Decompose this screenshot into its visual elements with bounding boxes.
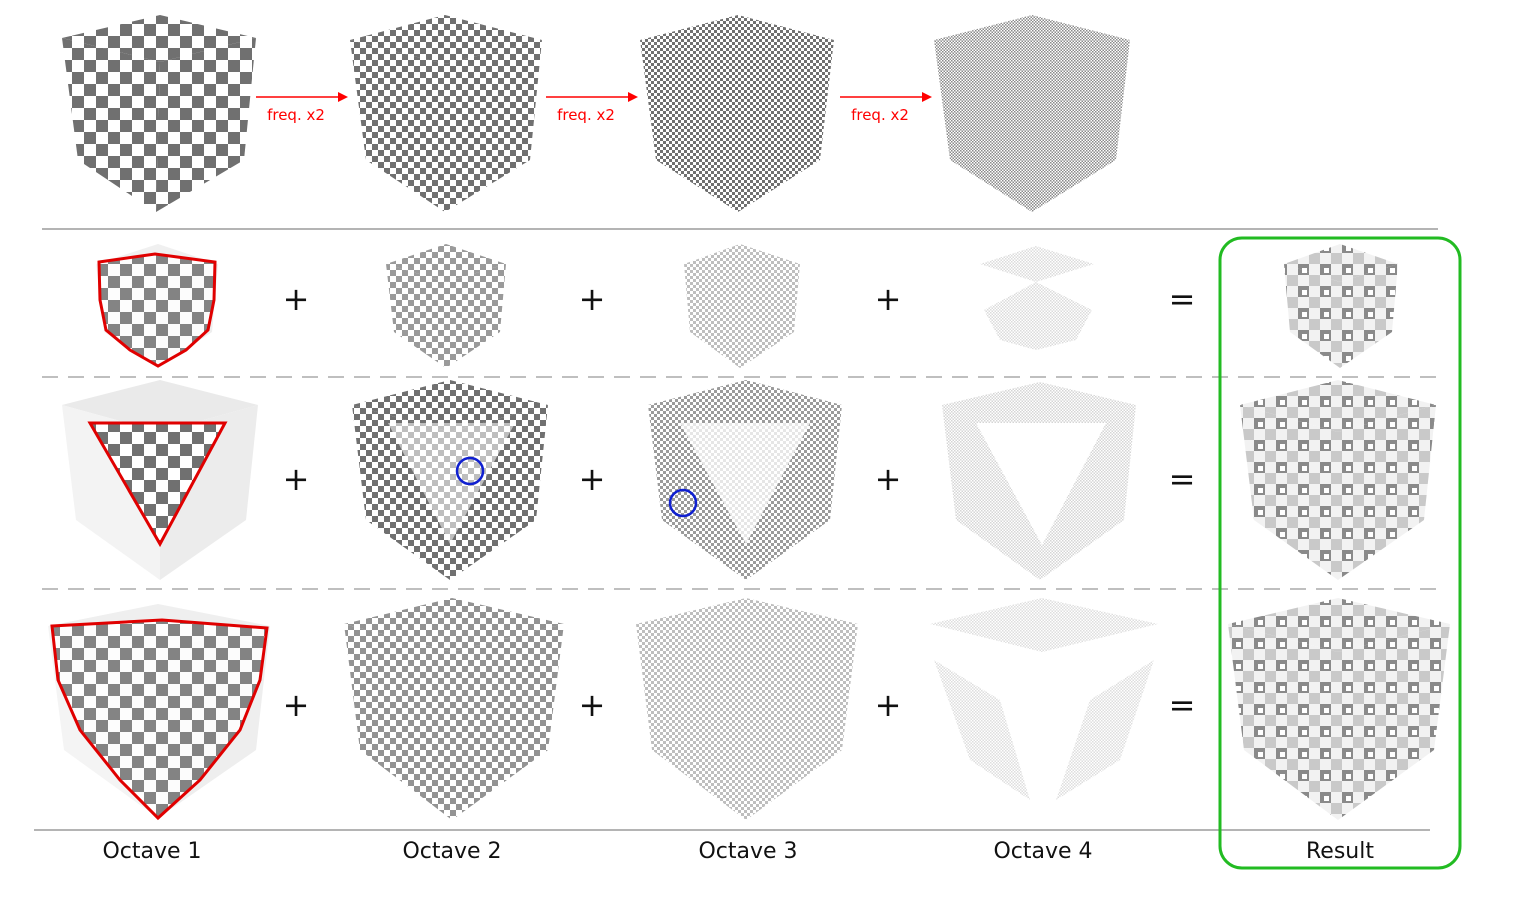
plus-operator: + (875, 686, 902, 724)
arrow-3: freq. x2 (840, 92, 932, 124)
arrow-label: freq. x2 (851, 106, 909, 124)
row3-octave2 (344, 598, 564, 820)
red-outline (50, 618, 269, 821)
plus-operator: + (579, 460, 606, 498)
plus-operator: + (579, 280, 606, 318)
cube-freq-4 (934, 15, 1130, 212)
red-outline (97, 252, 217, 368)
plus-operator: + (283, 686, 310, 724)
row2-octave2 (352, 380, 548, 580)
row2-octave3 (648, 380, 842, 580)
blue-circle-marker (455, 456, 485, 486)
row2-result (1240, 380, 1436, 580)
row3-result (1228, 598, 1450, 820)
label-octave-2: Octave 2 (402, 839, 501, 864)
row1-result (1284, 244, 1398, 368)
result-highlight-box (1218, 236, 1462, 870)
arrow-2: freq. x2 (546, 92, 638, 124)
arrow-label: freq. x2 (557, 106, 615, 124)
arrow-1: freq. x2 (256, 92, 348, 124)
cube-freq-1 (62, 15, 256, 212)
arrow-label: freq. x2 (267, 106, 325, 124)
equals-operator: = (1169, 280, 1196, 318)
blue-circle-marker (668, 488, 698, 518)
cube-freq-3 (640, 15, 834, 212)
row-1: + + + = (96, 244, 1398, 368)
plus-operator: + (875, 280, 902, 318)
row1-octave1 (96, 244, 218, 368)
row1-octave4 (980, 246, 1094, 350)
cube-freq-2 (350, 15, 542, 212)
equals-operator: = (1169, 460, 1196, 498)
row1-octave3 (684, 244, 800, 368)
label-octave-4: Octave 4 (993, 839, 1092, 864)
red-outline (87, 421, 228, 548)
row2-octave1 (62, 380, 258, 580)
row-2: + + + = (62, 380, 1436, 580)
plus-operator: + (283, 460, 310, 498)
label-octave-1: Octave 1 (102, 839, 201, 864)
top-row: freq. x2 freq. x2 freq. x2 (62, 15, 1130, 212)
row-3: + + + = (48, 598, 1450, 821)
row1-octave2 (386, 244, 506, 368)
row2-octave4-hole (976, 423, 1106, 545)
plus-operator: + (579, 686, 606, 724)
row3-octave4 (930, 598, 1158, 800)
equals-operator: = (1169, 686, 1196, 724)
label-result: Result (1306, 839, 1374, 864)
plus-operator: + (283, 280, 310, 318)
row3-octave1 (48, 604, 270, 821)
plus-operator: + (875, 460, 902, 498)
row3-octave3 (636, 598, 858, 820)
label-octave-3: Octave 3 (698, 839, 797, 864)
